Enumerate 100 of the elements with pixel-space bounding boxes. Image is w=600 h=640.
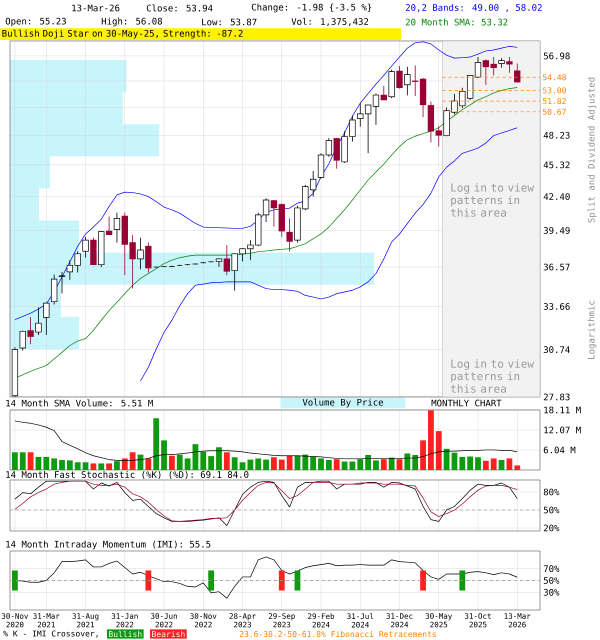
candlestick xyxy=(404,66,411,96)
y-tick-label: 20% xyxy=(544,524,560,532)
bar xyxy=(436,431,442,470)
candlestick xyxy=(514,63,520,84)
y-tick-label: 70% xyxy=(544,565,560,572)
bar xyxy=(208,456,214,470)
candlestick xyxy=(380,86,387,100)
bar xyxy=(168,456,175,470)
bar xyxy=(240,462,246,470)
chart-title: 14 Month Fast Stochastic (%K) (%D): 69.1 84.0 xyxy=(6,470,248,480)
text: Logarithmic xyxy=(588,300,596,359)
bar xyxy=(396,459,402,470)
bar xyxy=(380,459,387,470)
candlestick xyxy=(27,316,34,345)
candlestick xyxy=(506,56,513,74)
candlestick xyxy=(106,216,112,236)
y-tick-label: 27.83 xyxy=(544,394,570,400)
candlestick xyxy=(20,330,26,352)
text: Change: -1.98 {-3.5 %} xyxy=(252,4,372,12)
y-tick-label: 6.04 M xyxy=(544,446,576,454)
bar xyxy=(404,453,410,470)
bar xyxy=(59,460,65,470)
text: Open: 55.23 xyxy=(6,18,66,26)
y-tick-label: 50% xyxy=(544,577,560,584)
bar xyxy=(350,462,356,470)
text: 20,2 Bands: 49.00 , 58.02 xyxy=(406,4,542,12)
bar xyxy=(286,456,293,470)
bar xyxy=(138,454,144,470)
candlestick xyxy=(286,218,293,252)
y-tick-label: 33.66 xyxy=(544,303,570,310)
ref-line-label: 51.82 xyxy=(542,98,566,104)
bar xyxy=(373,460,379,470)
y-tick-label: 30% xyxy=(544,588,560,596)
bar xyxy=(498,460,504,470)
candlestick xyxy=(43,302,50,336)
bar xyxy=(51,458,58,470)
text: Bearish xyxy=(152,630,185,638)
bar xyxy=(232,457,238,470)
bar xyxy=(467,456,474,470)
bar xyxy=(428,410,434,470)
bar xyxy=(420,440,426,470)
y-tick-label: 45.32 xyxy=(544,161,570,168)
bar xyxy=(514,465,520,470)
y-tick-label: 48.23 xyxy=(544,132,570,139)
bar xyxy=(90,463,96,470)
bar xyxy=(43,456,50,470)
bar xyxy=(114,461,120,470)
text: Bullish xyxy=(109,630,142,638)
ref-line-label: 53.00 xyxy=(542,87,566,94)
bar xyxy=(278,460,285,470)
y-tick-label: 50% xyxy=(544,506,560,514)
candlestick xyxy=(396,66,403,90)
bar xyxy=(130,452,136,470)
y-tick-label: 39.49 xyxy=(544,227,570,234)
bar xyxy=(482,460,489,470)
bar xyxy=(224,452,230,470)
candlestick xyxy=(145,242,152,273)
annotation: Log in to view patterns in this area xyxy=(450,359,534,393)
text: 20 Month SMA: 53.32 xyxy=(406,18,508,26)
bar xyxy=(326,460,332,470)
text: High: 56.08 xyxy=(102,18,162,26)
bar xyxy=(459,456,466,470)
bar xyxy=(452,452,458,470)
candlestick xyxy=(114,212,120,243)
candlestick xyxy=(58,271,66,294)
text: Volume By Price xyxy=(302,398,384,408)
bar xyxy=(106,463,112,470)
bar xyxy=(310,456,316,470)
chart-title: 14 Month SMA Volume: 5.51 M xyxy=(6,399,153,406)
bar xyxy=(20,452,26,470)
bar xyxy=(82,462,88,470)
bar xyxy=(176,454,183,470)
text: MONTHLY CHART xyxy=(432,400,502,406)
bar xyxy=(192,444,198,470)
bar xyxy=(153,418,160,470)
candlestick xyxy=(224,244,230,276)
bar xyxy=(444,448,450,470)
chart-title: Bullish Doji Star on 30-May-25, Strength: -87.2 xyxy=(2,30,243,39)
bar xyxy=(342,462,348,470)
bar xyxy=(263,460,269,470)
bar xyxy=(12,452,18,470)
y-tick-label: 12.07 M xyxy=(544,426,581,434)
bar xyxy=(475,457,481,470)
bar xyxy=(200,452,206,470)
bar xyxy=(302,454,308,470)
chart-title: 14 Month Intraday Momentum (IMI): 55.5 xyxy=(6,540,210,550)
bar xyxy=(490,458,497,470)
y-tick-label: 56.98 xyxy=(544,52,570,60)
candlestick xyxy=(334,138,340,170)
bar xyxy=(161,440,167,470)
bar xyxy=(357,459,364,470)
bar xyxy=(184,458,190,470)
y-axis-title: Split and Dividend Adjusted xyxy=(588,78,596,223)
candlestick xyxy=(35,306,42,336)
bar xyxy=(255,458,262,470)
candlestick xyxy=(82,236,89,258)
bar xyxy=(74,462,81,470)
bar xyxy=(365,454,372,470)
bar xyxy=(145,458,152,470)
bar xyxy=(66,460,73,470)
